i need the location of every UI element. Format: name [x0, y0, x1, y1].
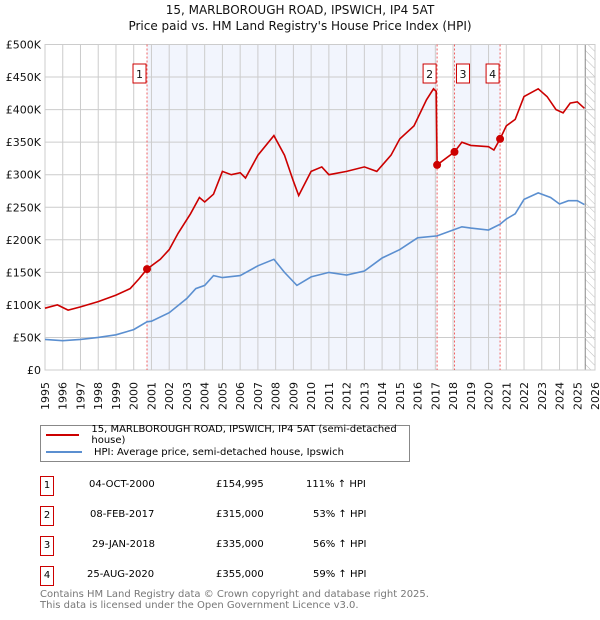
x-tick-label: 2011 [323, 382, 336, 410]
transaction-hpi: 53% ↑ HPI [313, 509, 367, 520]
y-tick-label: £100K [6, 299, 42, 312]
y-tick-label: £500K [6, 39, 42, 52]
x-tick-label: 2015 [394, 382, 407, 410]
x-tick-label: 2001 [145, 382, 158, 410]
legend-label-hpi: HPI: Average price, semi-detached house,… [94, 446, 344, 458]
price-chart: 1995 1996 1997 1998 1999 2000 2001 2002 2003 2004… [6, 39, 600, 411]
transaction-row: 4 25-AUG-2020 £355,000 59% ↑ HPI [0, 566, 600, 593]
x-tick-label: 1999 [110, 382, 123, 410]
x-tick-label: 1998 [92, 382, 105, 410]
x-tick-label: 2009 [287, 382, 300, 410]
x-tick-label: 2018 [447, 382, 460, 410]
hpi-series-line [44, 192, 585, 342]
footer-licence: This data is licensed under the Open Gov… [40, 600, 359, 611]
transaction-hpi: 111% ↑ HPI [306, 479, 366, 490]
transaction-row: 2 08-FEB-2017 £315,000 53% ↑ HPI [0, 506, 600, 533]
x-tick-label: 2023 [536, 382, 549, 410]
y-tick-label: £250K [6, 201, 42, 214]
x-tick-label: 2006 [234, 382, 247, 410]
y-tick-label: £0 [27, 364, 41, 377]
y-tick-label: £350K [6, 136, 42, 149]
transaction-date: 25-AUG-2020 [87, 569, 155, 580]
transaction-price: £315,000 [216, 509, 264, 520]
sale-point [143, 265, 152, 274]
legend: 15, MARLBOROUGH ROAD, IPSWICH, IP4 5AT (… [40, 424, 410, 462]
legend-swatch-property [46, 434, 80, 436]
x-tick-label: 2026 [589, 382, 600, 410]
sale-label-number: 4 [489, 68, 496, 81]
plot-border [44, 44, 596, 371]
x-tick-label: 2010 [305, 382, 318, 410]
y-tick-label: £450K [6, 71, 42, 84]
chart-title: 15, MARLBOROUGH ROAD, IPSWICH, IP4 5AT [165, 3, 435, 17]
x-tick-label: 2000 [128, 382, 141, 410]
sale-label-box [132, 63, 147, 84]
x-tick-label: 2008 [270, 382, 283, 410]
x-tick-label: 2012 [341, 382, 354, 410]
transaction-hpi: 56% ↑ HPI [313, 539, 367, 550]
y-tick-label: £400K [6, 104, 42, 117]
transaction-marker: 2 [40, 506, 54, 526]
x-tick-label: 2003 [181, 382, 194, 410]
x-tick-label: 1996 [57, 382, 70, 410]
transaction-row: 1 04-OCT-2000 £154,995 111% ↑ HPI [0, 476, 600, 503]
y-tick-label: £300K [6, 169, 42, 182]
y-tick-label: £50K [13, 331, 42, 344]
x-tick-label: 2024 [554, 382, 567, 410]
transaction-date: 29-JAN-2018 [92, 539, 156, 550]
transaction-marker: 4 [40, 566, 54, 586]
x-tick-label: 2020 [483, 382, 496, 410]
sale-label-box [455, 63, 470, 84]
legend-swatch-hpi [46, 451, 82, 453]
x-tick-label: 2016 [412, 382, 425, 410]
legend-label-property: 15, MARLBOROUGH ROAD, IPSWICH, IP4 5AT (… [91, 424, 397, 446]
chart-subtitle: Price paid vs. HM Land Registry's House … [128, 19, 472, 33]
x-tick-label: 1997 [74, 382, 87, 410]
x-tick-label: 1995 [39, 382, 52, 410]
x-tick-label: 2002 [163, 382, 176, 410]
sale-label-box [422, 63, 437, 84]
x-tick-label: 2022 [518, 382, 531, 410]
x-tick-label: 2019 [465, 382, 478, 410]
sale-point [450, 147, 459, 156]
transaction-price: £154,995 [216, 479, 264, 490]
transaction-price: £355,000 [216, 569, 264, 580]
x-tick-label: 2021 [500, 382, 513, 410]
x-tick-label: 2013 [358, 382, 371, 410]
sale-label-box [485, 63, 500, 84]
sale-label-number: 2 [426, 68, 433, 81]
x-tick-label: 2014 [376, 382, 389, 410]
transaction-marker: 3 [40, 536, 54, 556]
y-tick-label: £150K [6, 266, 42, 279]
x-tick-label: 2017 [429, 382, 442, 410]
transaction-hpi: 59% ↑ HPI [313, 569, 367, 580]
transaction-date: 08-FEB-2017 [90, 509, 155, 520]
y-tick-label: £200K [6, 234, 42, 247]
transaction-price: £335,000 [216, 539, 264, 550]
sale-point [433, 160, 442, 169]
x-tick-label: 2005 [216, 382, 229, 410]
x-tick-label: 2004 [199, 382, 212, 410]
transaction-marker: 1 [40, 476, 54, 496]
legend-item-hpi: HPI: Average price, semi-detached house,… [41, 444, 344, 460]
x-tick-label: 2025 [571, 382, 584, 410]
sale-label-number: 1 [136, 68, 143, 81]
sale-point [496, 134, 505, 143]
legend-item-property: 15, MARLBOROUGH ROAD, IPSWICH, IP4 5AT (… [41, 424, 409, 446]
transaction-row: 3 29-JAN-2018 £335,000 56% ↑ HPI [0, 536, 600, 563]
transaction-date: 04-OCT-2000 [89, 479, 155, 490]
footer-copyright: Contains HM Land Registry data © Crown c… [40, 589, 429, 600]
property-series-line [44, 87, 585, 311]
sale-label-number: 3 [459, 68, 466, 81]
x-tick-label: 2007 [252, 382, 265, 410]
